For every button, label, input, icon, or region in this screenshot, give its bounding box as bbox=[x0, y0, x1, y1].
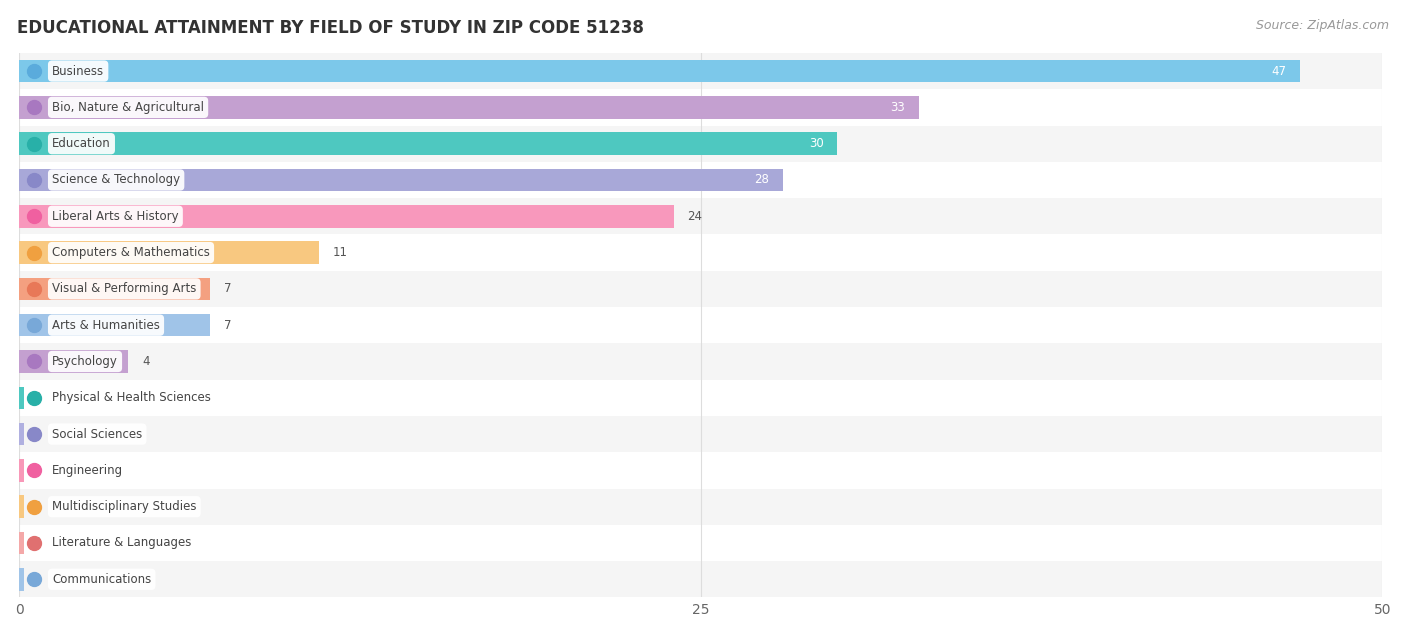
Text: 0: 0 bbox=[32, 391, 41, 404]
Text: 0: 0 bbox=[32, 500, 41, 513]
Text: 47: 47 bbox=[1272, 64, 1286, 78]
Text: Physical & Health Sciences: Physical & Health Sciences bbox=[52, 391, 211, 404]
Bar bbox=[20, 53, 1382, 89]
Text: Liberal Arts & History: Liberal Arts & History bbox=[52, 210, 179, 222]
Text: Source: ZipAtlas.com: Source: ZipAtlas.com bbox=[1256, 19, 1389, 32]
Text: 33: 33 bbox=[890, 101, 905, 114]
Bar bbox=[20, 277, 209, 300]
Text: 24: 24 bbox=[688, 210, 702, 222]
Bar bbox=[20, 453, 1382, 489]
Bar bbox=[20, 489, 1382, 525]
Bar bbox=[20, 387, 24, 409]
Text: Computers & Mathematics: Computers & Mathematics bbox=[52, 246, 209, 259]
Bar bbox=[20, 89, 1382, 126]
Text: 30: 30 bbox=[808, 137, 824, 150]
Text: Literature & Languages: Literature & Languages bbox=[52, 537, 191, 549]
Text: Multidisciplinary Studies: Multidisciplinary Studies bbox=[52, 500, 197, 513]
Text: 0: 0 bbox=[32, 573, 41, 586]
Bar bbox=[20, 343, 1382, 380]
Bar bbox=[20, 169, 783, 191]
Text: 28: 28 bbox=[754, 173, 769, 186]
Text: Bio, Nature & Agricultural: Bio, Nature & Agricultural bbox=[52, 101, 204, 114]
Text: 4: 4 bbox=[142, 355, 149, 368]
Bar bbox=[20, 380, 1382, 416]
Text: Arts & Humanities: Arts & Humanities bbox=[52, 319, 160, 332]
Bar bbox=[20, 459, 24, 482]
Bar bbox=[20, 307, 1382, 343]
Text: Science & Technology: Science & Technology bbox=[52, 173, 180, 186]
Text: 7: 7 bbox=[224, 319, 232, 332]
Text: Psychology: Psychology bbox=[52, 355, 118, 368]
Bar bbox=[20, 133, 837, 155]
Bar bbox=[20, 126, 1382, 162]
Bar bbox=[20, 525, 1382, 561]
Text: 11: 11 bbox=[333, 246, 347, 259]
Bar bbox=[20, 198, 1382, 234]
Text: 0: 0 bbox=[32, 428, 41, 441]
Text: Communications: Communications bbox=[52, 573, 152, 586]
Text: Social Sciences: Social Sciences bbox=[52, 428, 142, 441]
Text: Visual & Performing Arts: Visual & Performing Arts bbox=[52, 283, 197, 295]
Text: EDUCATIONAL ATTAINMENT BY FIELD OF STUDY IN ZIP CODE 51238: EDUCATIONAL ATTAINMENT BY FIELD OF STUDY… bbox=[17, 19, 644, 37]
Text: Engineering: Engineering bbox=[52, 464, 124, 477]
Text: Business: Business bbox=[52, 64, 104, 78]
Bar bbox=[20, 314, 209, 336]
Bar bbox=[20, 532, 24, 554]
Bar bbox=[20, 162, 1382, 198]
Text: 7: 7 bbox=[224, 283, 232, 295]
Bar bbox=[20, 234, 1382, 270]
Bar bbox=[20, 561, 1382, 597]
Bar bbox=[20, 568, 24, 590]
Text: 0: 0 bbox=[32, 537, 41, 549]
Bar bbox=[20, 96, 920, 119]
Text: 0: 0 bbox=[32, 464, 41, 477]
Bar bbox=[20, 60, 1301, 82]
Bar bbox=[20, 350, 128, 373]
Bar bbox=[20, 495, 24, 518]
Bar bbox=[20, 241, 319, 264]
Bar bbox=[20, 270, 1382, 307]
Bar bbox=[20, 416, 1382, 453]
Bar bbox=[20, 423, 24, 446]
Text: Education: Education bbox=[52, 137, 111, 150]
Bar bbox=[20, 205, 673, 228]
